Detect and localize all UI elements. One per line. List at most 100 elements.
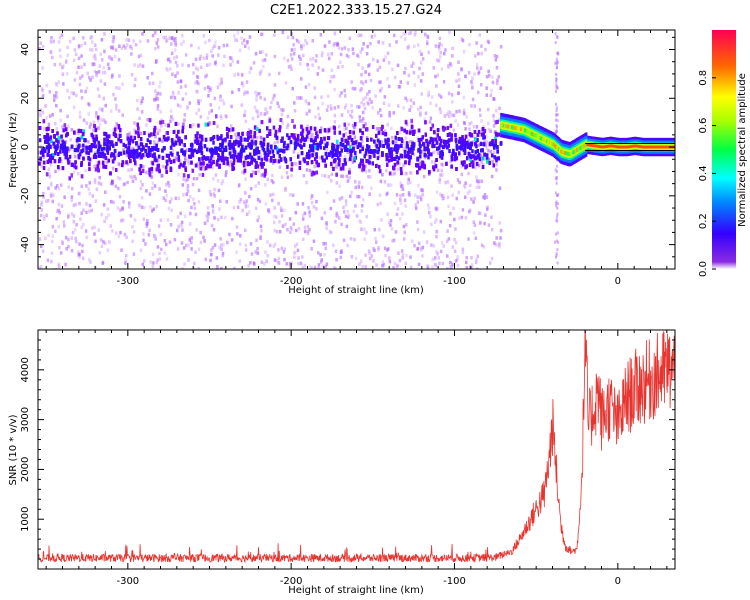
spectrogram-cell (411, 141, 414, 146)
spectrogram-cell (319, 253, 322, 257)
spectrogram-cell (202, 161, 205, 166)
spectrogram-cell (283, 257, 286, 262)
spectrogram-cell (463, 185, 467, 189)
spectrogram-cell (167, 123, 170, 128)
spectrogram-cell (81, 256, 85, 260)
spectrogram-cell (243, 44, 247, 48)
spectrogram-cell (346, 179, 350, 183)
spectrogram-cell (379, 80, 382, 84)
spectrogram-cell (151, 252, 155, 257)
spectrogram-cell (174, 121, 178, 126)
spectrogram-cell (179, 104, 182, 109)
spectrogram-cell (195, 111, 198, 116)
spectrogram-cell (213, 150, 216, 155)
spectrogram-cell (443, 140, 446, 145)
spectrogram-cell (305, 168, 309, 172)
spectrogram-cell (104, 120, 107, 125)
spectrogram-cell (289, 264, 292, 269)
spectrogram-cell (286, 123, 290, 127)
spectrogram-cell (437, 151, 440, 155)
spectrogram-cell (147, 149, 151, 154)
spectrogram-cell (343, 46, 346, 50)
spectrogram-cell (141, 262, 144, 267)
spectrogram-cell (450, 164, 453, 169)
spectrogram-cell (84, 89, 87, 94)
spectrogram-cell (192, 71, 195, 75)
spectrogram-cell (312, 139, 316, 144)
spectrogram-cell (430, 160, 434, 164)
spectrogram-cell (161, 148, 164, 153)
spectrogram-cell (286, 175, 290, 179)
spectrogram-cell (260, 173, 263, 178)
spectrogram-cell (353, 125, 356, 129)
spectrogram-cell (387, 84, 391, 89)
spectrogram-cell (306, 124, 309, 129)
spectrogram-cell (296, 137, 300, 142)
spectrogram-cell (188, 148, 191, 152)
spectrogram-cell (365, 159, 368, 163)
spectrogram-cell (197, 148, 200, 153)
spectrogram-cell (153, 142, 156, 147)
spectrogram-cell (77, 171, 80, 176)
spectrogram-cell (90, 35, 93, 39)
spectrogram-cell (167, 136, 170, 141)
spectrogram-cell (321, 101, 324, 106)
spectrogram-cell (473, 130, 477, 134)
spectrogram-cell (399, 167, 403, 172)
spectrogram-cell (278, 165, 282, 169)
spectrogram-cell (401, 212, 404, 216)
spectrogram-cell (334, 213, 338, 218)
spectrogram-cell (159, 232, 163, 237)
spectrogram-cell (130, 167, 133, 172)
spectrogram-cell (311, 39, 314, 43)
spectrogram-cell (208, 62, 212, 67)
spectrogram-cell (451, 113, 454, 117)
spectrogram-cell (362, 167, 366, 172)
spectrogram-cell (189, 124, 192, 129)
spectrogram-cell (154, 46, 157, 51)
spectrogram-cell (472, 220, 476, 224)
spectrogram-cell (468, 122, 471, 126)
spectrogram-cell (349, 156, 352, 161)
spectrogram-cell (338, 184, 341, 188)
spectrogram-cell (161, 174, 164, 178)
spectrogram-cell (331, 152, 335, 157)
spectrogram-cell (259, 153, 262, 158)
spectrogram-cell (245, 212, 249, 217)
spectrogram-cell (426, 203, 430, 207)
spectrogram-cell (194, 250, 197, 255)
spectrogram-cell (167, 57, 171, 61)
spectrogram-cell (451, 46, 454, 51)
spectrogram-cell (277, 104, 281, 109)
spectrogram-cell (287, 65, 291, 69)
spectrogram-cell (112, 128, 115, 132)
spectrogram-cell (416, 227, 420, 232)
spectrogram-cell (317, 267, 321, 269)
spectrogram-cell (271, 149, 275, 154)
spectrogram-cell (315, 54, 318, 58)
spectrogram-cell (294, 144, 297, 149)
spectrogram-cell (64, 262, 67, 267)
spectrogram-cell (202, 235, 205, 240)
spectrogram-cell (62, 82, 65, 86)
spectrogram-cell (163, 251, 167, 255)
spectrogram-cell (393, 261, 397, 266)
spectrogram-cell (146, 138, 150, 143)
spectrogram-cell (447, 109, 450, 114)
spectrogram-cell (256, 92, 260, 96)
spectrogram-cell (297, 40, 301, 44)
spectrogram-cell (332, 43, 335, 48)
spectrogram-cell (451, 262, 454, 267)
spectrogram-cell (354, 150, 357, 155)
spectrogram-cell (110, 199, 113, 204)
spectrogram-cell (166, 161, 169, 166)
spectrogram-cell (333, 152, 336, 157)
spectrogram-cell (183, 152, 186, 157)
spectrogram-cell (78, 191, 81, 196)
spectrogram-cell (211, 46, 215, 50)
spectrogram-cell (201, 164, 205, 168)
spectrogram-cell (454, 240, 458, 245)
spectrogram-cell (148, 81, 152, 85)
spectrogram-cell (430, 222, 433, 227)
spectrogram-cell (263, 151, 267, 156)
